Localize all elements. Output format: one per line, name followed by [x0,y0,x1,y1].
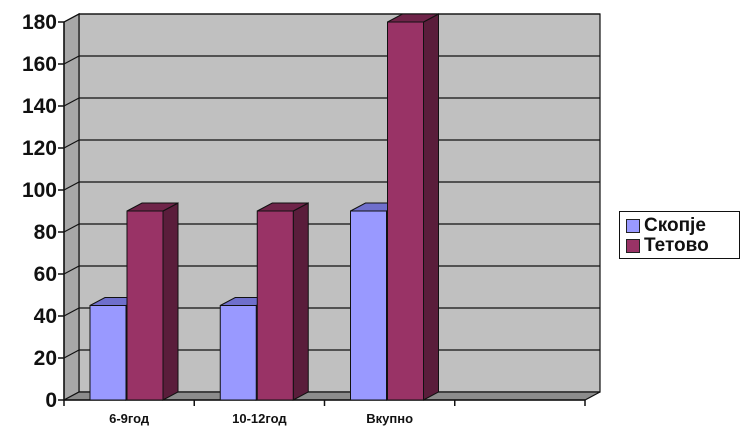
gridline-side-8 [63,55,80,65]
y-tick-label-1: 20 [34,347,57,370]
bar-0-1 [126,210,164,401]
y-tick-label-8: 160 [22,53,57,76]
plot-side-wall [63,13,80,401]
legend-swatch-tetovo [626,239,640,253]
gridline-side-7 [63,97,80,107]
y-tick-label-9: 180 [22,11,57,34]
y-tick-label-6: 120 [22,137,57,160]
gridline-side-4 [63,223,80,233]
gridline-side-1 [63,349,80,359]
gridline-side-6 [63,139,80,149]
gridline-side-9 [63,13,80,23]
legend: Скопје Тетово [619,211,740,259]
y-tick-label-5: 100 [22,179,57,202]
gridline-side-2 [63,307,80,317]
bar-1-1 [256,210,294,401]
bar-side-1-1 [292,202,309,401]
bar-1-0 [219,305,257,401]
bar-0-0 [89,305,127,401]
legend-swatch-skopje [626,219,640,233]
y-tick-label-0: 0 [45,389,57,412]
legend-label-skopje: Скопје [644,215,706,236]
bar-2-0 [350,210,387,401]
legend-label-tetovo: Тетово [644,235,709,256]
gridline-side-3 [63,265,80,275]
bar-2-1 [387,21,424,401]
y-tick-label-3: 60 [34,263,57,286]
bar-side-2-1 [423,13,439,401]
y-tick-label-7: 140 [22,95,57,118]
x-tick-label-1: 10-12год [232,411,287,426]
gridline-side-5 [63,181,80,191]
bar-side-0-1 [162,202,179,401]
y-tick-label-4: 80 [34,221,57,244]
x-tick-label-2: Вкупно [366,411,413,426]
y-tick-label-2: 40 [34,305,57,328]
legend-item-skopje: Скопје [626,216,739,236]
x-tick-label-0: 6-9год [109,411,150,426]
legend-item-tetovo: Тетово [626,236,739,256]
